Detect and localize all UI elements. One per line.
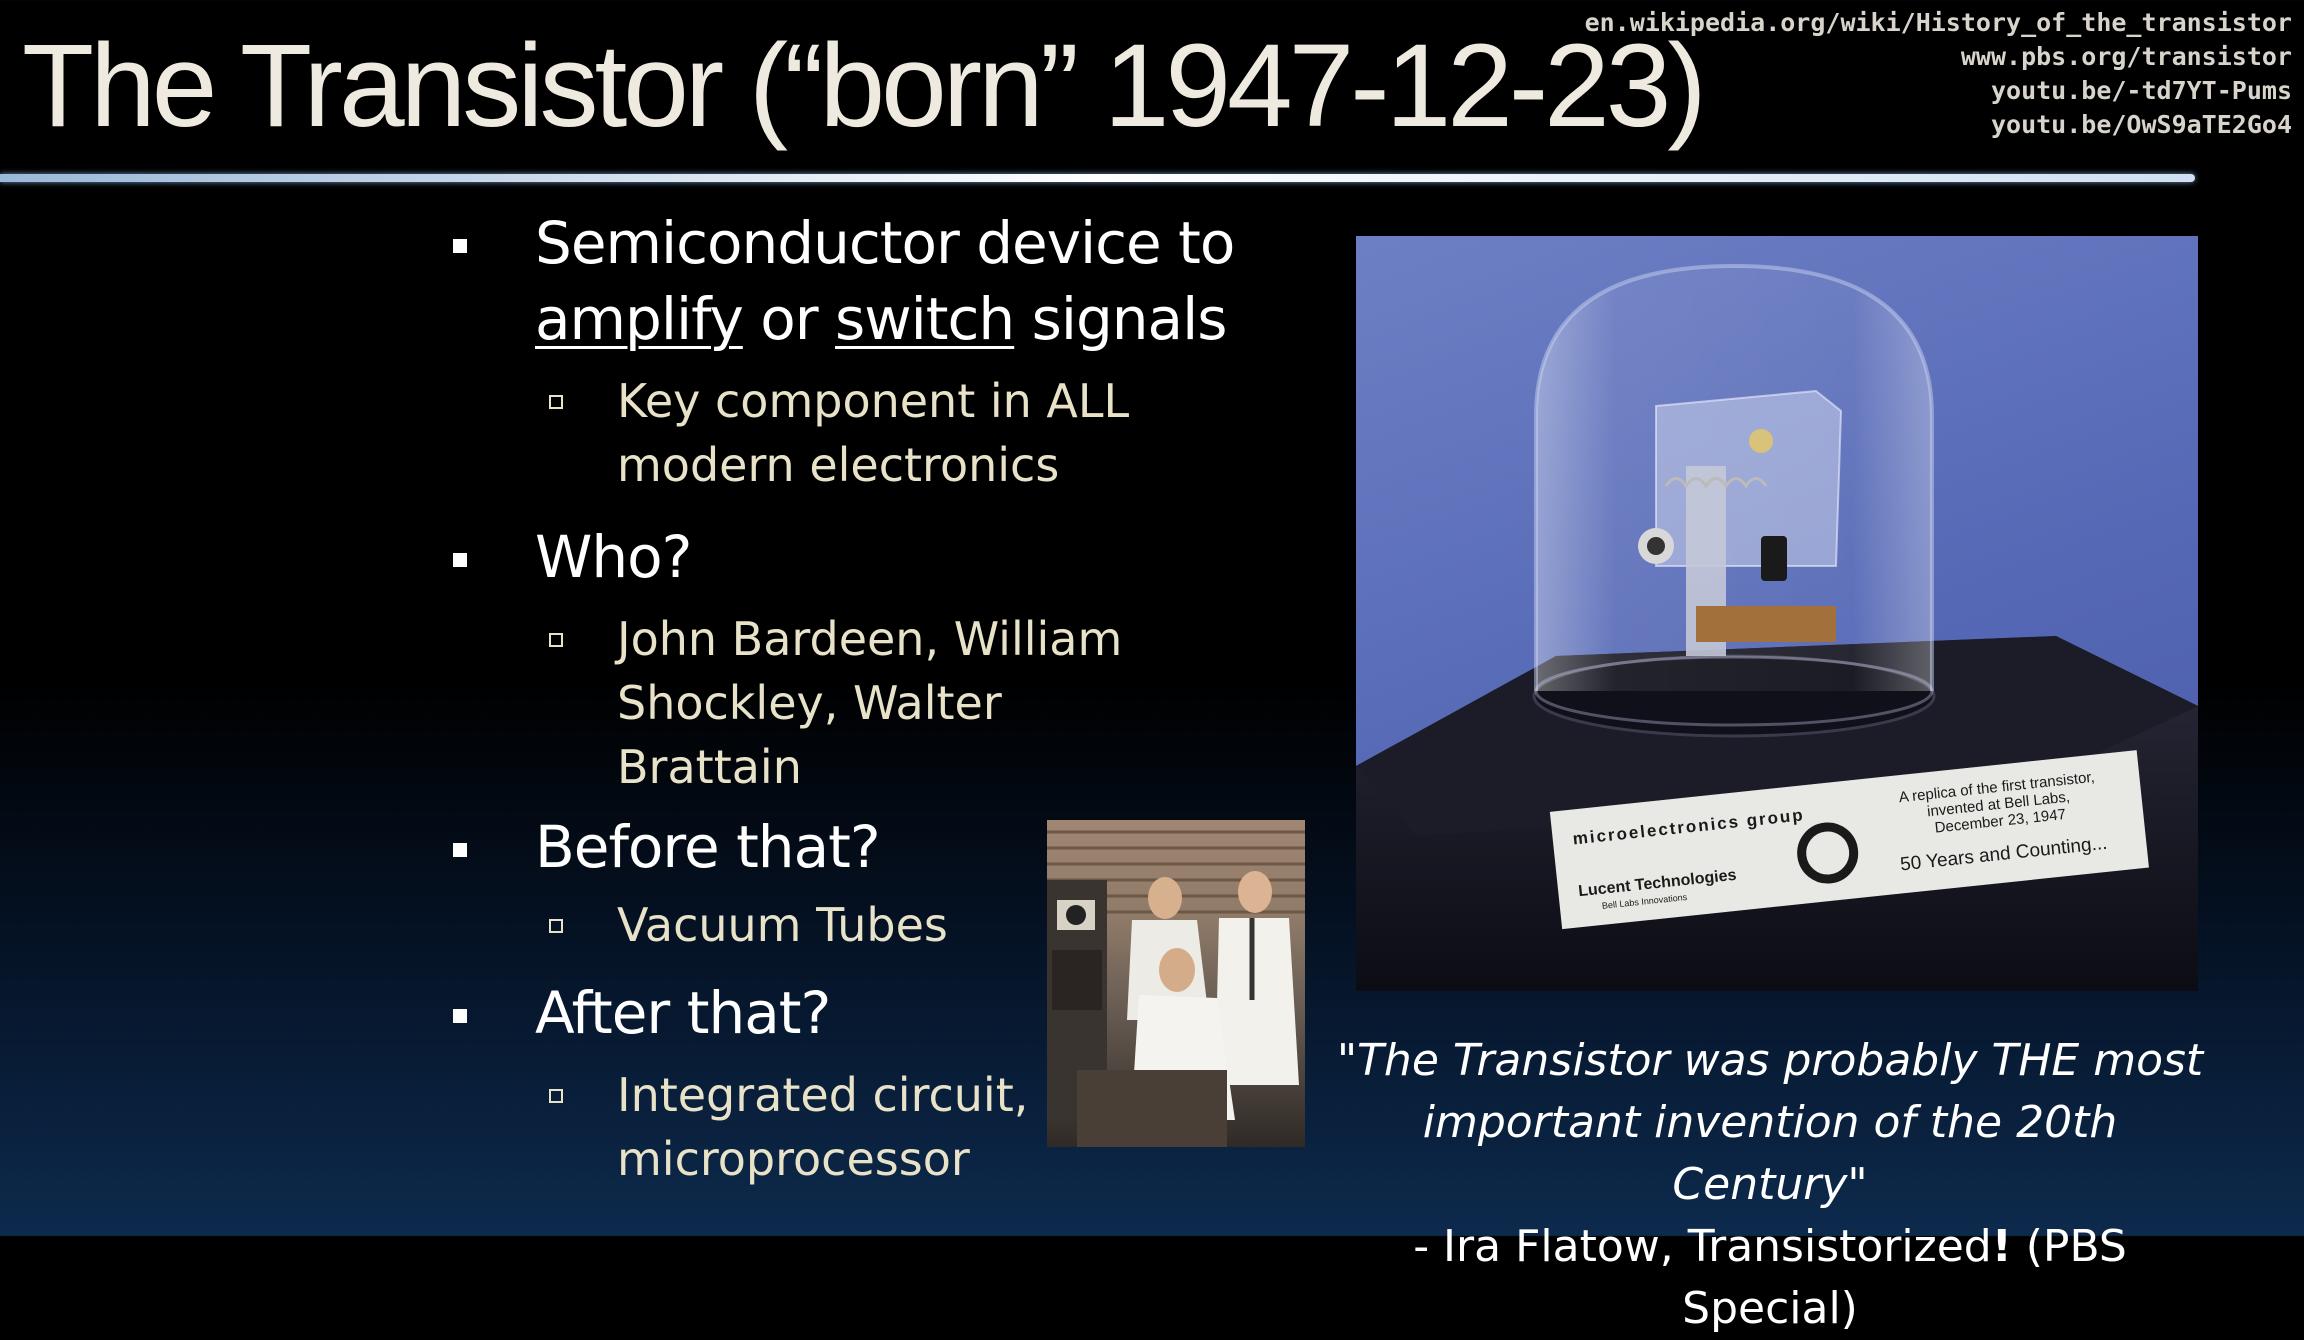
- sub-bullet-key-component: Key component in ALL modern electronics: [450, 369, 1147, 497]
- sub-bullet-integrated-circuit: Integrated circuit, microprocessor: [450, 1063, 1057, 1191]
- amplify-term: amplify: [535, 285, 743, 353]
- quote-text: "The Transistor was probably THE most im…: [1320, 1030, 2220, 1216]
- link-pbs[interactable]: www.pbs.org/transistor: [1585, 40, 2292, 74]
- bullet-semiconductor: Semiconductor device to amplify or switc…: [450, 205, 1290, 357]
- quote-attribution: - Ira Flatow, Transistorized! (PBS Speci…: [1320, 1216, 2220, 1340]
- switch-term: switch: [835, 285, 1014, 353]
- transistor-replica-illustration: microelectronics group Lucent Technologi…: [1356, 236, 2198, 991]
- bullet-who: Who?: [450, 519, 1290, 595]
- quote-block: "The Transistor was probably THE most im…: [1320, 1030, 2220, 1340]
- title-divider: [0, 174, 2195, 182]
- link-wikipedia[interactable]: en.wikipedia.org/wiki/History_of_the_tra…: [1585, 6, 2292, 40]
- inventors-illustration: [1047, 820, 1305, 1147]
- link-youtube-2[interactable]: youtu.be/OwS9aTE2Go4: [1585, 108, 2292, 142]
- link-youtube-1[interactable]: youtu.be/-td7YT-Pums: [1585, 74, 2292, 108]
- reference-links: en.wikipedia.org/wiki/History_of_the_tra…: [1585, 6, 2292, 142]
- sub-bullet-inventors: John Bardeen, William Shockley, Walter B…: [450, 607, 1177, 799]
- transistor-replica-photo: microelectronics group Lucent Technologi…: [1356, 236, 2198, 991]
- slide-title: The Transistor (“born” 1947-12-23): [22, 22, 1703, 152]
- inventors-photo: [1047, 820, 1305, 1147]
